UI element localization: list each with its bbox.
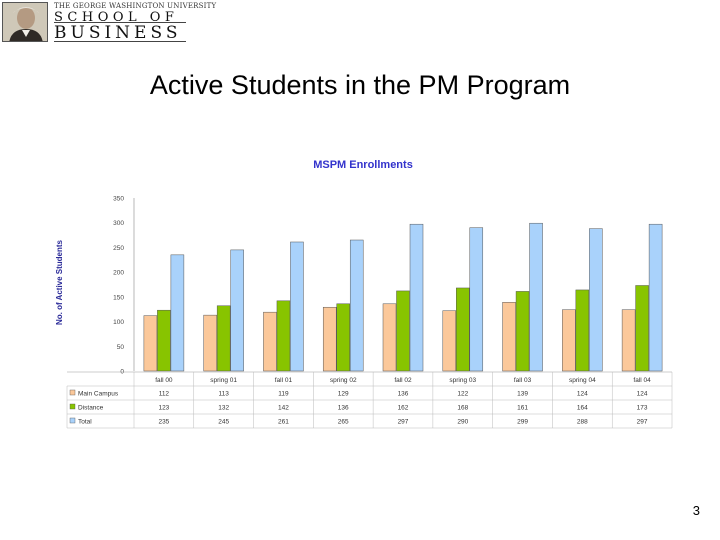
y-tick-label: 350 <box>113 196 124 203</box>
bar-main-campus <box>382 303 397 372</box>
bar-main-campus <box>322 306 337 372</box>
bar-main-campus <box>203 314 217 372</box>
bar-main-campus <box>562 309 576 372</box>
data-label: 299 <box>517 419 528 426</box>
x-tick-label: fall 03 <box>514 377 532 384</box>
bar-total <box>648 223 663 372</box>
slide-title: Active Students in the PM Program <box>149 70 571 100</box>
data-label: 124 <box>577 391 588 398</box>
data-label: 123 <box>158 405 169 412</box>
y-tick-label: 50 <box>117 344 125 351</box>
data-label: 112 <box>159 391 170 398</box>
x-tick-label: spring 03 <box>449 377 476 384</box>
logo-school-of: SCHOOL OF <box>54 10 179 25</box>
chart-title: MSPM Enrollments <box>313 159 413 171</box>
bar-distance <box>336 303 350 372</box>
y-tick-label: 100 <box>113 319 124 326</box>
data-label: 290 <box>457 419 468 426</box>
data-label: 288 <box>577 419 588 426</box>
data-label: 136 <box>398 391 409 398</box>
bar-distance <box>396 290 410 372</box>
x-tick-label: fall 01 <box>275 377 293 384</box>
bar-total <box>290 241 304 372</box>
data-label: 161 <box>517 405 528 412</box>
data-label: 173 <box>637 405 648 412</box>
x-tick-label: spring 04 <box>569 377 596 384</box>
data-label: 261 <box>278 419 289 426</box>
x-tick-label: fall 00 <box>155 377 173 384</box>
data-label: 265 <box>338 419 349 426</box>
data-label: 129 <box>338 391 349 398</box>
y-tick-label: 200 <box>113 270 124 277</box>
bar-distance <box>157 309 171 372</box>
bar-distance <box>276 300 291 372</box>
legend-swatch-main-campus <box>69 389 76 396</box>
data-label: 142 <box>278 405 289 412</box>
bar-distance <box>216 305 231 372</box>
data-label: 297 <box>398 419 409 426</box>
bar-distance <box>515 291 530 372</box>
data-label: 113 <box>218 391 229 398</box>
bar-total <box>349 239 364 372</box>
legend-swatch-total <box>69 417 76 424</box>
data-label: 132 <box>218 405 229 412</box>
bar-main-campus <box>143 315 158 372</box>
bar-main-campus <box>442 310 457 372</box>
legend-swatch-distance <box>69 403 76 410</box>
bar-distance <box>456 287 470 372</box>
x-tick-label: fall 04 <box>633 377 651 384</box>
logo-underline <box>54 41 186 42</box>
bar-main-campus <box>263 311 277 372</box>
y-tick-label: 150 <box>113 294 124 301</box>
data-label: 122 <box>457 391 468 398</box>
page-number: 3 <box>692 503 700 518</box>
legend-label: Total <box>78 419 92 426</box>
legend-label: Distance <box>78 405 104 412</box>
university-name: THE GEORGE WASHINGTON UNIVERSITY <box>54 2 217 10</box>
portrait-image <box>2 2 48 42</box>
x-tick-label: fall 02 <box>394 377 412 384</box>
bar-main-campus <box>621 309 636 372</box>
logo-divider <box>54 22 186 23</box>
y-tick-label: 300 <box>113 220 124 227</box>
data-label: 136 <box>338 405 349 412</box>
bar-total <box>170 254 185 372</box>
school-logo: THE GEORGE WASHINGTON UNIVERSITY SCHOOL … <box>2 2 216 43</box>
bar-main-campus <box>502 302 516 372</box>
data-label: 164 <box>577 405 588 412</box>
data-label: 119 <box>278 391 289 398</box>
bar-total <box>589 228 603 372</box>
y-tick-label: 250 <box>113 245 124 252</box>
logo-business: BUSINESS <box>54 23 182 43</box>
bar-total <box>469 227 484 372</box>
x-tick-label: spring 02 <box>330 377 357 384</box>
bar-distance <box>635 285 649 372</box>
bar-total <box>409 223 424 372</box>
bar-total <box>529 222 543 372</box>
legend-label: Main Campus <box>78 391 119 398</box>
data-label: 235 <box>158 419 169 426</box>
data-label: 124 <box>637 391 648 398</box>
data-label: 245 <box>218 419 229 426</box>
data-label: 139 <box>517 391 528 398</box>
data-label: 168 <box>457 405 468 412</box>
x-tick-label: spring 01 <box>210 377 237 384</box>
data-label: 162 <box>398 405 409 412</box>
bar-distance <box>575 289 590 372</box>
y-axis-label: No. of Active Students <box>55 239 64 325</box>
bar-total <box>230 249 244 372</box>
data-label: 297 <box>637 419 648 426</box>
